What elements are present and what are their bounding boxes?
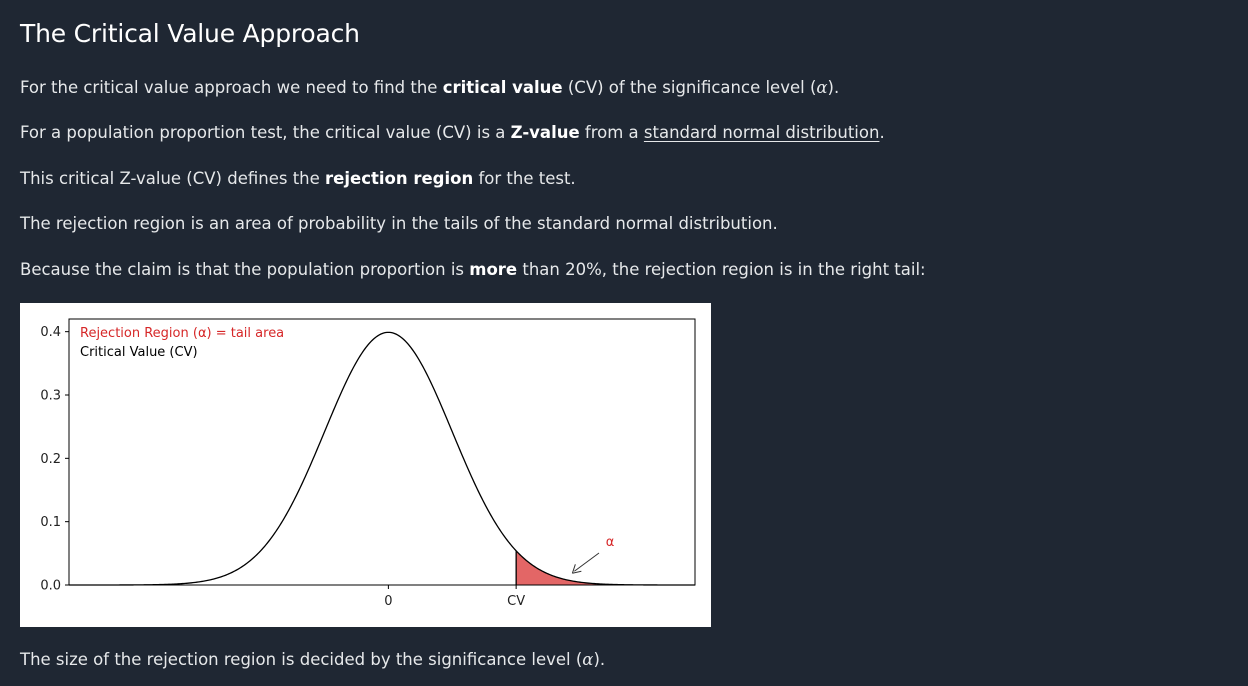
bold-more: more — [469, 260, 518, 279]
alpha-symbol: α — [816, 78, 828, 97]
text: The size of the rejection region is deci… — [20, 650, 583, 669]
chart-svg: 0.0 0.1 0.2 0.3 0.4 0 CV Rejection Region (α) =… — [40, 318, 696, 609]
paragraph-critical-value: For the critical value approach we need … — [20, 78, 839, 97]
x-tick-label: CV — [507, 594, 525, 609]
text: ). — [593, 650, 606, 669]
text: . — [879, 123, 885, 142]
y-tick-label: 0.4 — [40, 325, 61, 340]
text: This critical Z-value (CV) defines the — [20, 169, 326, 188]
page-title: The Critical Value Approach — [20, 19, 360, 48]
legend-entry: Rejection Region (α) = tail area — [80, 326, 284, 341]
density-curve — [69, 331, 695, 586]
bold-z-value: Z-value — [510, 123, 580, 142]
bold-rejection-region: rejection region — [325, 169, 474, 188]
text: for the test. — [473, 169, 576, 188]
legend-entry: Critical Value (CV) — [80, 345, 198, 360]
y-tick-label: 0.2 — [40, 452, 61, 467]
annotation-arrowhead — [571, 564, 582, 574]
text: For the critical value approach we need … — [20, 78, 443, 97]
text: ). — [827, 78, 840, 97]
paragraph-z-value: For a population proportion test, the cr… — [20, 123, 885, 142]
paragraph-rejection-region: This critical Z-value (CV) defines the r… — [20, 169, 576, 188]
text: from a — [579, 123, 644, 142]
paragraph-tails: The rejection region is an area of proba… — [20, 214, 778, 233]
annotation-arrow — [574, 552, 600, 572]
y-tick-label: 0.0 — [40, 579, 61, 594]
standard-normal-distribution-link[interactable]: standard normal distribution — [643, 123, 880, 142]
plot-frame — [68, 318, 696, 586]
rejection-region-area — [516, 550, 695, 585]
alpha-annotation: α — [606, 535, 615, 550]
paragraph-right-tail: Because the claim is that the population… — [20, 260, 926, 279]
text: For a population proportion test, the cr… — [20, 123, 511, 142]
paragraph-significance-level: The size of the rejection region is deci… — [20, 650, 605, 669]
y-tick-label: 0.1 — [40, 515, 61, 530]
x-tick-label: 0 — [384, 594, 392, 609]
text: (CV) of the significance level ( — [562, 78, 817, 97]
alpha-symbol: α — [582, 650, 594, 669]
normal-distribution-figure: 0.0 0.1 0.2 0.3 0.4 0 CV Rejection Region (α) =… — [20, 303, 711, 627]
text: Because the claim is that the population… — [20, 260, 470, 279]
y-tick-label: 0.3 — [40, 389, 61, 404]
bold-critical-value: critical value — [442, 78, 563, 97]
text: than 20%, the rejection region is in the… — [517, 260, 926, 279]
